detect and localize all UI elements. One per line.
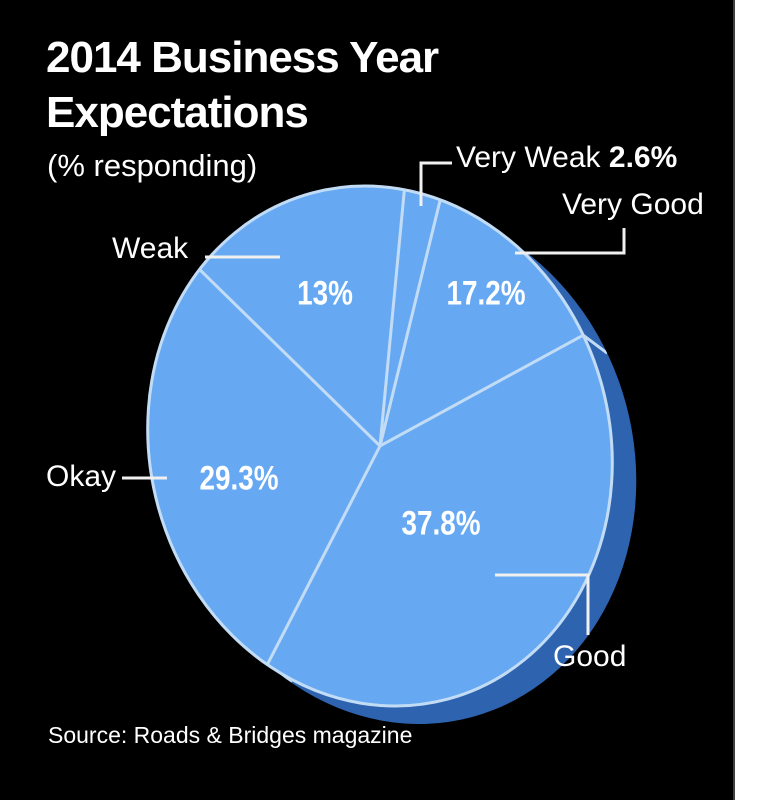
callout-very-weak-label: Very Weak — [456, 141, 601, 174]
callout-very-weak: Very Weak 2.6% — [456, 142, 677, 174]
source-credit: Source: Roads & Bridges magazine — [48, 722, 413, 748]
page-title: 2014 Business Year Expectations — [46, 30, 439, 140]
pie-side-seam — [582, 333, 609, 355]
leader-line-very-good — [515, 228, 626, 255]
slice-boundary-line — [378, 189, 406, 447]
callout-very-good: Very Good — [562, 189, 704, 221]
slice-pct-okay: 29.3% — [199, 459, 279, 498]
leader-line-good — [495, 573, 590, 635]
slice-pct-weak: 13% — [297, 274, 353, 313]
slice-boundary-line — [198, 268, 382, 448]
slice-pct-very-good: 17.2% — [446, 274, 526, 313]
leader-line-very-weak — [419, 161, 452, 206]
slice-boundary-line — [379, 333, 584, 448]
chart-subtitle: (% responding) — [47, 148, 258, 183]
title-line-1: 2014 Business Year — [46, 33, 439, 82]
callout-weak-label: Weak — [112, 232, 189, 265]
title-line-2: Expectations — [46, 88, 309, 137]
slice-pct-good: 37.8% — [401, 504, 481, 543]
slice-boundary-line — [265, 445, 382, 666]
callout-very-weak-value: 2.6% — [608, 141, 678, 174]
callout-very-good-label: Very Good — [562, 188, 704, 221]
callout-okay: Okay — [46, 461, 116, 493]
callout-okay-label: Okay — [46, 460, 117, 493]
callout-good-label: Good — [553, 640, 627, 673]
slice-boundary-line — [378, 199, 442, 447]
right-margin-strip — [733, 0, 763, 800]
callout-weak: Weak — [112, 233, 188, 265]
callout-good: Good — [553, 641, 626, 673]
